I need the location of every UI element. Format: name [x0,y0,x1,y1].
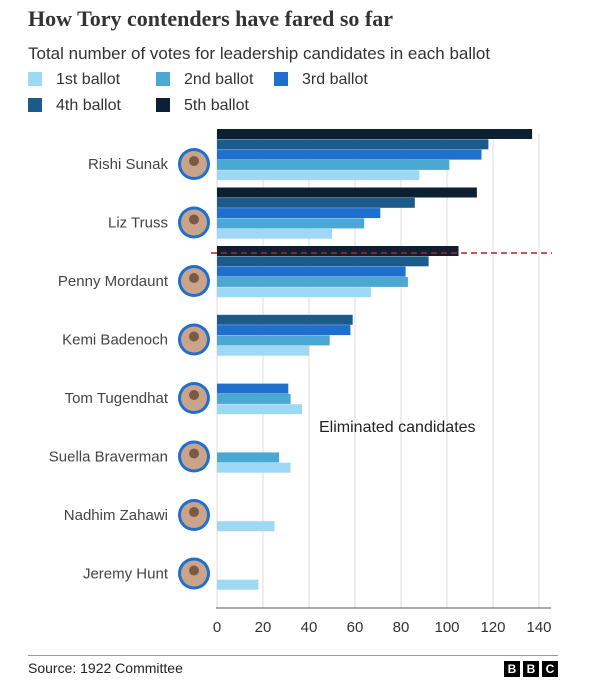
x-tick-label: 80 [393,619,410,636]
bar-2-ballot [217,159,450,170]
bar-5-ballot [217,129,533,139]
bbc-logo-letter: C [542,661,558,677]
bar-3-ballot [217,208,381,219]
bar-4-ballot [217,197,415,208]
category-label: Jeremy Hunt [83,566,169,583]
bar-1-ballot [217,228,332,239]
category-label: Nadhim Zahawi [64,507,168,524]
legend-item-5th-ballot: 5th ballot [156,96,249,116]
bar-4-ballot [217,139,489,150]
bar-3-ballot [217,149,482,160]
candidate-avatar-head [189,390,199,400]
bar-3-ballot [217,383,289,394]
bar-1-ballot [217,404,303,415]
bar-5-ballot [217,187,477,198]
candidate-avatar-head [189,448,199,459]
bar-2-ballot [217,218,365,229]
bar-4-ballot [217,314,353,325]
bar-3-ballot [217,325,351,336]
category-label: Suella Braverman [49,449,168,466]
bar-1-ballot [217,170,420,181]
legend-item-3rd-ballot: 3rd ballot [274,70,368,90]
bar-1-ballot [217,345,309,356]
category-label: Liz Truss [108,215,168,232]
chart-subtitle: Total number of votes for leadership can… [28,44,491,63]
annotation-eliminated: Eliminated candidates [319,419,476,436]
bar-2-ballot [217,452,280,463]
legend-swatch [156,72,170,86]
bar-3-ballot [217,266,406,277]
bar-1-ballot [217,579,259,590]
bbc-logo-letter: B [504,661,520,677]
legend-item-2nd-ballot: 2nd ballot [156,70,253,90]
legend-swatch [274,72,288,86]
x-tick-label: 100 [434,619,459,636]
legend-label: 3rd ballot [302,71,368,88]
legend-label: 5th ballot [184,97,249,114]
legend-label: 2nd ballot [184,71,254,88]
bar-5-ballot [217,246,459,256]
candidate-avatar-head [189,331,199,342]
x-tick-label: 40 [301,619,318,636]
category-label: Tom Tugendhat [65,390,169,407]
bar-chart: 0 20 40 60 80 100 120 140 Rishi Sunak Liz Truss Pe… [49,129,552,636]
x-tick-label: 140 [526,619,551,636]
legend-swatch [28,72,42,86]
legend-item-1st-ballot: 1st ballot [28,70,120,90]
footer-divider [28,655,558,656]
x-tick-label: 60 [347,619,364,636]
x-tick-label: 0 [213,619,221,636]
source-note: Source: 1922 Committee [28,660,183,676]
x-tick-label: 20 [255,619,272,636]
candidate-avatar-head [189,565,199,576]
legend-label: 1st ballot [56,71,121,88]
candidate-avatar-head [189,214,199,225]
bar-4-ballot [217,256,429,267]
candidate-avatar-head [189,507,199,517]
bar-2-ballot [217,276,408,287]
bbc-logo: B B C [504,661,558,677]
category-label: Penny Mordaunt [58,273,169,290]
candidate-avatar-head [189,156,199,166]
legend-label: 4th ballot [56,97,121,114]
legend-swatch [156,98,170,112]
bar-1-ballot [217,521,275,532]
category-label: Rishi Sunak [88,156,169,173]
bbc-logo-letter: B [523,661,539,677]
x-tick-label: 120 [480,619,505,636]
legend-swatch [28,98,42,112]
bar-2-ballot [217,393,291,404]
bar-1-ballot [217,462,291,473]
candidate-avatar-head [189,273,199,283]
category-label: Kemi Badenoch [62,332,168,349]
chart-title: How Tory contenders have fared so far [28,6,394,31]
bar-2-ballot [217,335,330,346]
legend-item-4th-ballot: 4th ballot [28,96,121,116]
bar-1-ballot [217,287,372,298]
